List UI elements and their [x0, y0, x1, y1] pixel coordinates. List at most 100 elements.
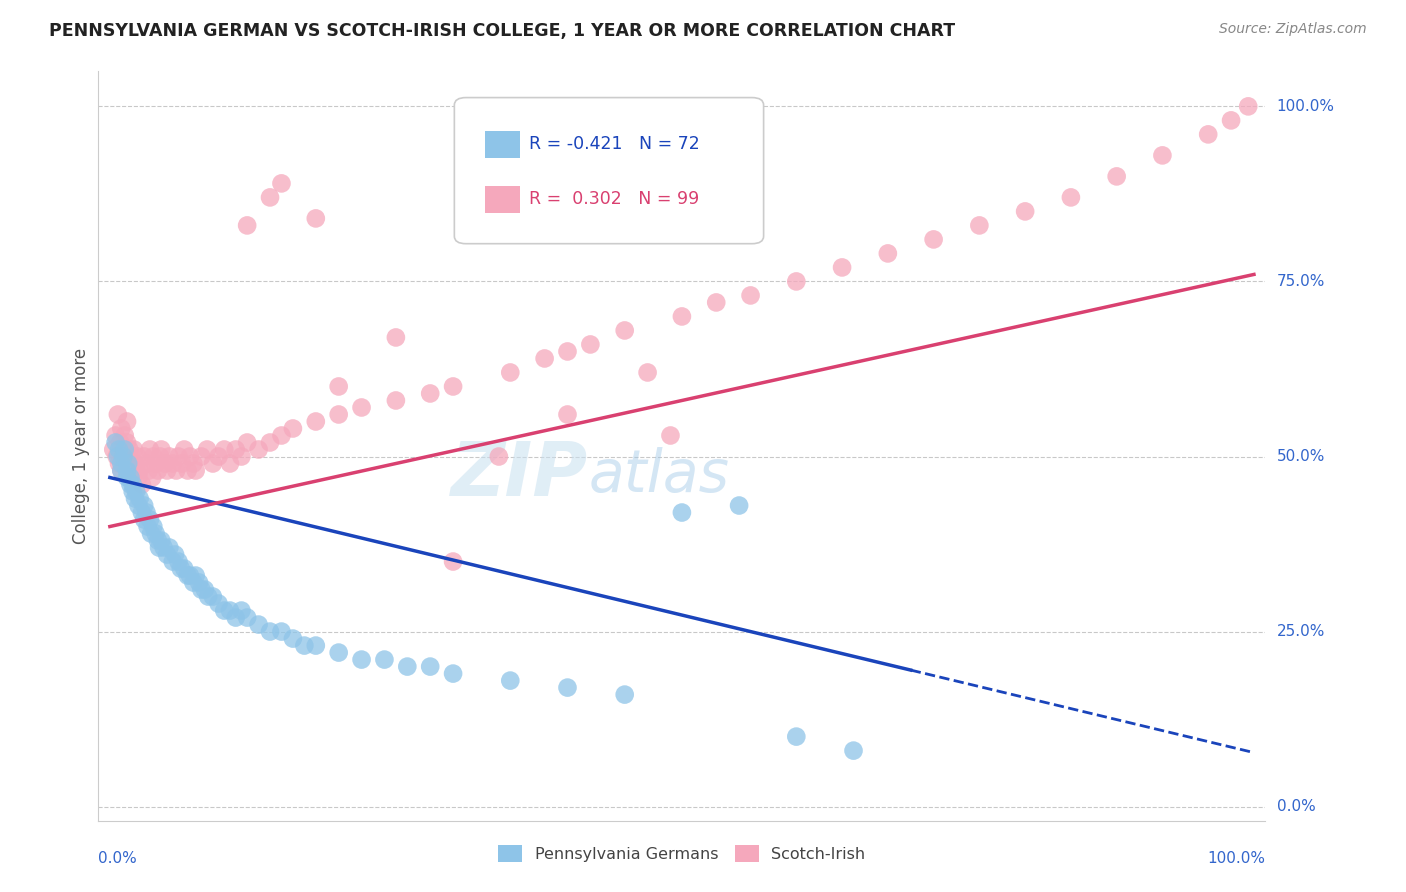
- Point: [219, 457, 242, 471]
- Point: [499, 673, 522, 688]
- FancyBboxPatch shape: [454, 97, 763, 244]
- Point: [214, 442, 236, 457]
- Point: [259, 435, 281, 450]
- Point: [127, 450, 149, 464]
- Point: [488, 450, 510, 464]
- Point: [201, 590, 224, 604]
- Point: [207, 450, 229, 464]
- Text: 100.0%: 100.0%: [1277, 99, 1334, 114]
- Point: [259, 624, 281, 639]
- Point: [236, 610, 259, 624]
- Point: [104, 435, 127, 450]
- Point: [117, 457, 139, 471]
- Point: [613, 688, 636, 702]
- Point: [396, 659, 419, 673]
- Point: [150, 442, 173, 457]
- Point: [139, 512, 162, 526]
- Point: [557, 681, 579, 695]
- Point: [247, 442, 270, 457]
- Point: [179, 568, 201, 582]
- Point: [225, 442, 247, 457]
- Point: [124, 491, 146, 506]
- Point: [214, 603, 236, 617]
- Point: [139, 526, 162, 541]
- Point: [842, 743, 865, 757]
- Point: [270, 177, 292, 191]
- Point: [121, 463, 143, 477]
- Text: atlas: atlas: [589, 448, 730, 505]
- Point: [108, 442, 131, 457]
- Point: [111, 442, 134, 457]
- Point: [165, 463, 187, 477]
- Point: [785, 275, 807, 289]
- Point: [112, 450, 135, 464]
- Point: [125, 484, 148, 499]
- Point: [142, 519, 165, 533]
- Point: [145, 457, 167, 471]
- Point: [115, 457, 138, 471]
- Point: [328, 408, 350, 422]
- Text: 100.0%: 100.0%: [1208, 851, 1265, 866]
- Point: [557, 408, 579, 422]
- Y-axis label: College, 1 year or more: College, 1 year or more: [72, 348, 90, 544]
- Point: [328, 646, 350, 660]
- Point: [149, 450, 172, 464]
- Point: [1237, 99, 1260, 113]
- Point: [127, 470, 149, 484]
- Bar: [485, 131, 520, 158]
- Point: [108, 457, 131, 471]
- Text: R = -0.421   N = 72: R = -0.421 N = 72: [529, 136, 700, 153]
- Point: [104, 428, 127, 442]
- Point: [281, 421, 304, 435]
- Point: [385, 330, 408, 344]
- Point: [110, 457, 132, 471]
- Point: [728, 499, 751, 513]
- Text: PENNSYLVANIA GERMAN VS SCOTCH-IRISH COLLEGE, 1 YEAR OR MORE CORRELATION CHART: PENNSYLVANIA GERMAN VS SCOTCH-IRISH COLL…: [49, 22, 955, 40]
- Point: [385, 393, 408, 408]
- Point: [148, 541, 170, 555]
- Point: [176, 463, 198, 477]
- Point: [1152, 148, 1174, 162]
- Point: [134, 512, 156, 526]
- Point: [115, 435, 138, 450]
- Point: [259, 190, 281, 204]
- Point: [231, 450, 253, 464]
- Point: [197, 590, 219, 604]
- Point: [124, 457, 146, 471]
- Point: [110, 421, 132, 435]
- Point: [613, 323, 636, 337]
- Point: [121, 470, 143, 484]
- Point: [150, 533, 173, 548]
- Point: [134, 450, 156, 464]
- Point: [188, 575, 211, 590]
- Point: [350, 652, 373, 666]
- Point: [419, 386, 441, 401]
- Point: [110, 463, 132, 477]
- Point: [127, 499, 149, 513]
- Point: [671, 310, 693, 324]
- Point: [157, 450, 180, 464]
- Point: [122, 442, 145, 457]
- Text: R =  0.302   N = 99: R = 0.302 N = 99: [529, 191, 699, 209]
- Point: [170, 457, 193, 471]
- Point: [121, 484, 143, 499]
- Point: [441, 666, 464, 681]
- Point: [533, 351, 555, 366]
- Point: [231, 603, 253, 617]
- Point: [103, 442, 125, 457]
- Point: [1220, 113, 1243, 128]
- Point: [785, 730, 807, 744]
- Point: [373, 652, 395, 666]
- Point: [117, 450, 139, 464]
- Point: [167, 555, 190, 569]
- Point: [136, 519, 159, 533]
- Point: [579, 337, 602, 351]
- Point: [156, 463, 179, 477]
- Point: [173, 561, 195, 575]
- Legend: Pennsylvania Germans, Scotch-Irish: Pennsylvania Germans, Scotch-Irish: [492, 838, 872, 869]
- Point: [153, 457, 176, 471]
- Point: [162, 555, 184, 569]
- Point: [108, 435, 131, 450]
- Text: 0.0%: 0.0%: [98, 851, 138, 866]
- Point: [305, 415, 328, 429]
